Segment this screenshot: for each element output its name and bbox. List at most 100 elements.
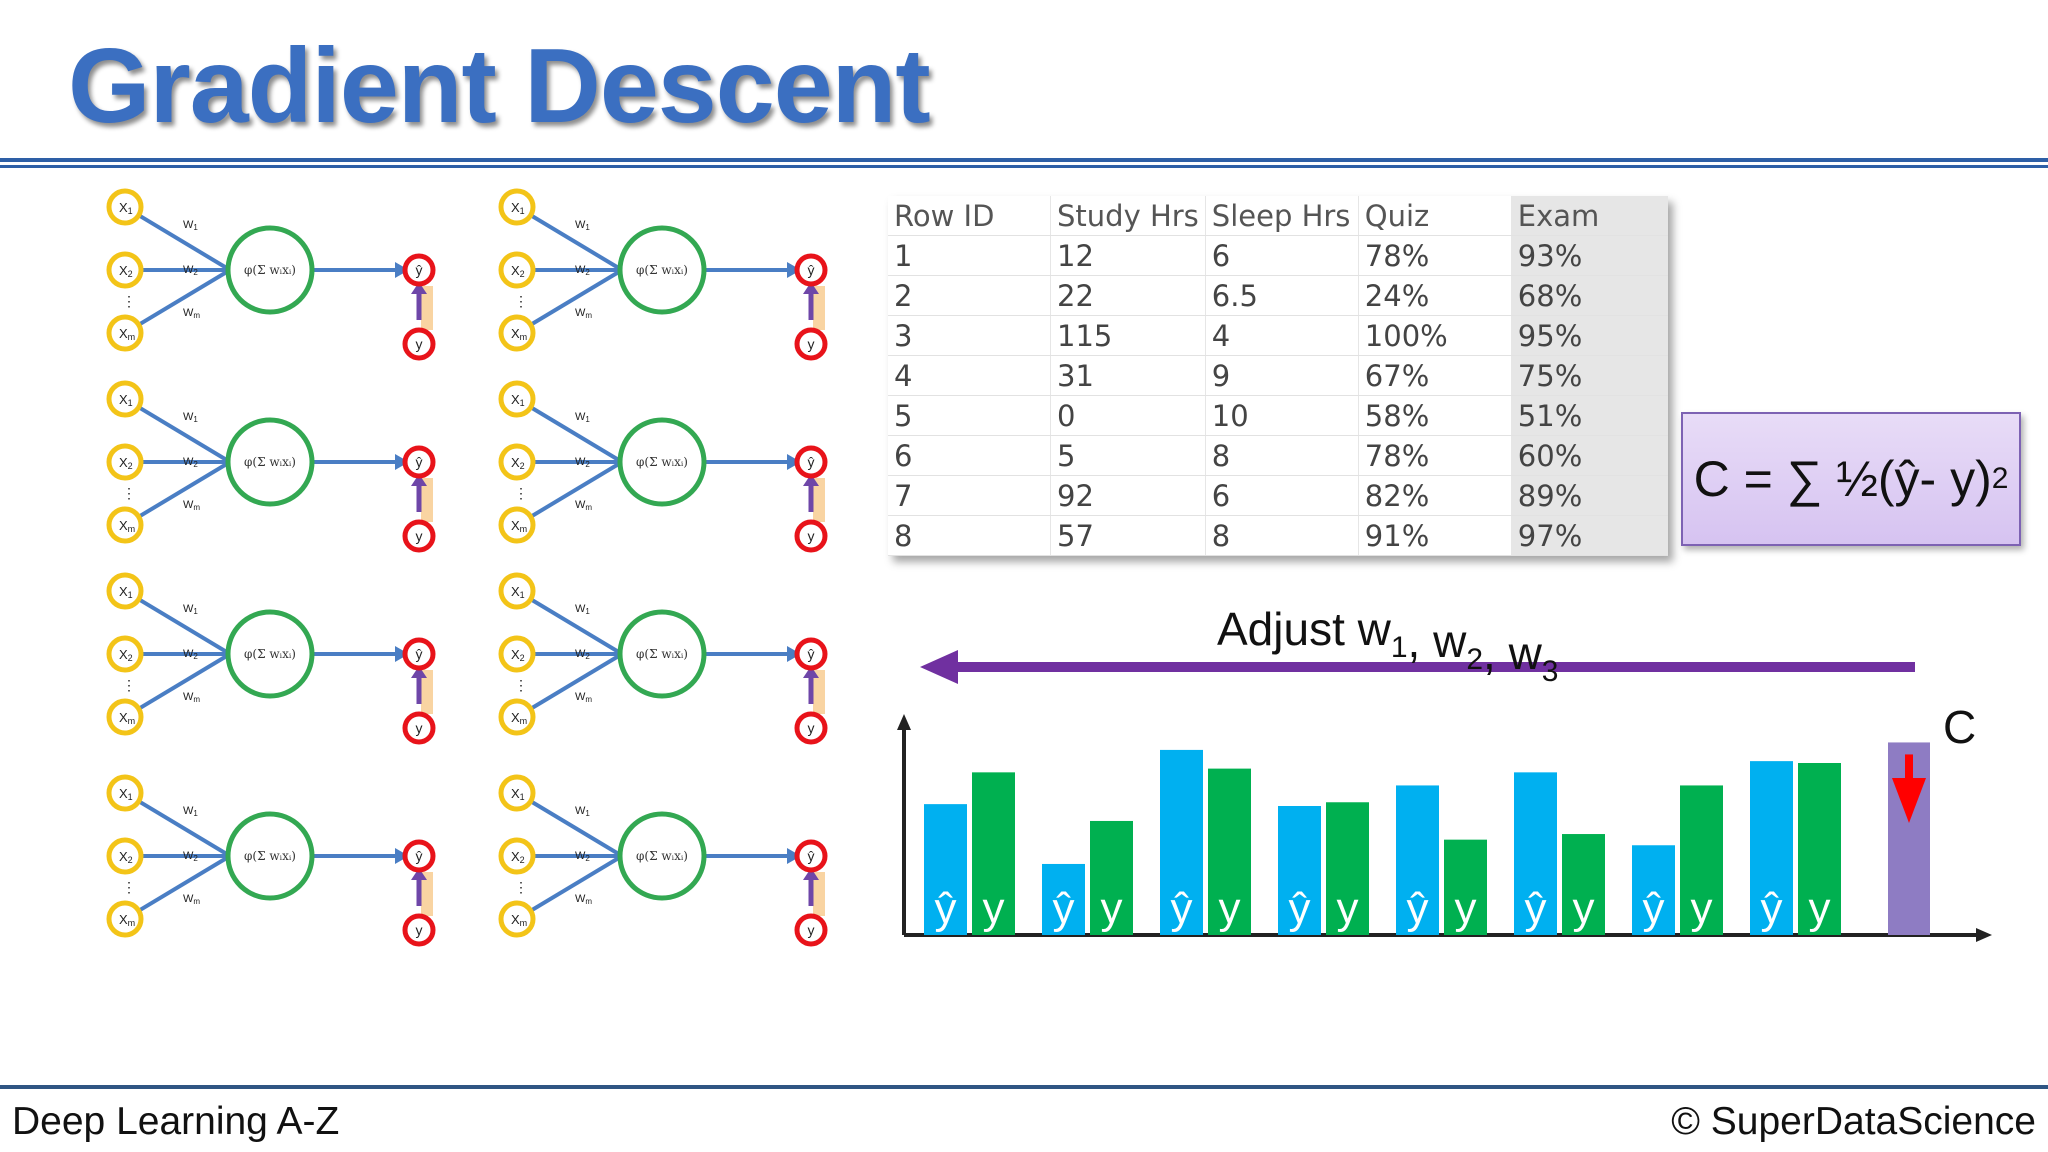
neuron-formula: φ(Σ wᵢxᵢ)	[244, 849, 296, 863]
error-glow	[421, 286, 433, 330]
weight-label: W2	[575, 456, 590, 469]
input-node	[498, 572, 536, 610]
weight-label: W2	[575, 264, 590, 277]
compare-arrowhead	[803, 666, 819, 678]
table-row: 6 5 8 78% 60%	[888, 435, 1669, 476]
output-arrowhead	[787, 262, 801, 278]
page-title: Gradient Descent	[68, 27, 931, 145]
input-node	[106, 506, 144, 544]
table-cell: 57	[1050, 515, 1206, 556]
actual-node	[402, 519, 436, 553]
weight-label: W1	[183, 411, 198, 424]
neuron-formula: φ(Σ wᵢxᵢ)	[244, 455, 296, 469]
bar-actual	[1444, 839, 1487, 935]
weight-label: W2	[183, 456, 198, 469]
actual-label: y	[416, 922, 423, 938]
table-cell: 91%	[1358, 515, 1512, 556]
formula-exponent: 2	[1991, 462, 2009, 495]
bar-prediction	[1278, 806, 1321, 935]
table-cell: 6.5	[1205, 275, 1359, 316]
table-cell: 6	[1205, 475, 1359, 516]
actual-label: y	[808, 922, 815, 938]
ellipsis-dots: ⋮	[122, 293, 136, 309]
output-label: ŷ	[416, 848, 423, 864]
actual-node	[794, 327, 828, 361]
table-cell: 1	[888, 235, 1051, 276]
header-quiz: Quiz	[1358, 196, 1512, 236]
compare-arrowhead	[803, 868, 819, 880]
cost-formula: C = ∑ ½(ŷ- y) 2	[1681, 412, 2021, 546]
weight-label: Wm	[575, 691, 592, 704]
neuron-formula: φ(Σ wᵢxᵢ)	[636, 647, 688, 661]
input-node	[106, 188, 144, 226]
bar-label-prediction: ŷ	[1407, 884, 1429, 933]
input-node	[498, 774, 536, 812]
error-glow	[813, 286, 825, 330]
output-node	[794, 637, 828, 671]
bar-actual	[1326, 802, 1369, 935]
footer-course: Deep Learning A-Z	[12, 1100, 340, 1143]
connection-line	[123, 205, 232, 272]
bar-actual	[972, 772, 1015, 935]
weight-label: W1	[575, 805, 590, 818]
input-node	[498, 314, 536, 352]
weight-label: W2	[575, 648, 590, 661]
table-cell: 0	[1050, 395, 1206, 436]
table-cell: 78%	[1358, 435, 1512, 476]
connection-line	[123, 397, 232, 464]
table-cell: 67%	[1358, 355, 1512, 396]
adjust-weights-label: Adjust w1, w2, w3	[1217, 603, 1558, 688]
output-arrowhead	[787, 848, 801, 864]
output-label: ŷ	[416, 262, 423, 278]
compare-arrowhead	[411, 282, 427, 294]
data-table: Row ID Study Hrs Sleep Hrs Quiz Exam 1 12…	[888, 196, 1669, 556]
weight-label: W2	[183, 264, 198, 277]
neuron-node	[617, 225, 707, 315]
output-arrowhead	[395, 454, 409, 470]
ellipsis-dots: ⋮	[514, 677, 528, 693]
bar-label-prediction: ŷ	[1053, 884, 1075, 933]
output-node	[402, 253, 436, 287]
weight-label: Wm	[575, 307, 592, 320]
bar-actual	[1562, 834, 1605, 935]
bar-label-prediction: ŷ	[1525, 884, 1547, 933]
bar-label-prediction: ŷ	[1761, 884, 1783, 933]
weight-label: Wm	[183, 499, 200, 512]
compare-arrowhead	[803, 282, 819, 294]
cost-down-arrowhead	[1892, 778, 1926, 823]
actual-label: y	[416, 720, 423, 736]
bar-label-actual: y	[1573, 884, 1595, 933]
input-node	[498, 698, 536, 736]
bar-prediction	[1514, 772, 1557, 935]
table-cell: 78%	[1358, 235, 1512, 276]
connection-line	[515, 460, 624, 527]
table-cell: 95%	[1511, 315, 1669, 356]
header-sleep-hrs: Sleep Hrs	[1205, 196, 1359, 236]
table-cell: 92	[1050, 475, 1206, 516]
input-node	[106, 900, 144, 938]
weight-label: W1	[183, 219, 198, 232]
table-cell: 89%	[1511, 475, 1669, 516]
neuron-node	[617, 417, 707, 507]
weight-label: W2	[575, 850, 590, 863]
neuron-node	[225, 609, 315, 699]
data-table-panel: Row ID Study Hrs Sleep Hrs Quiz Exam 1 12…	[888, 196, 1669, 556]
output-node	[794, 839, 828, 873]
x-axis-arrowhead	[1976, 928, 1992, 942]
connection-line	[123, 589, 232, 656]
footer-divider	[0, 1085, 2048, 1089]
weight-label: Wm	[183, 893, 200, 906]
connection-line	[123, 791, 232, 858]
neuron-formula: φ(Σ wᵢxᵢ)	[636, 849, 688, 863]
output-label: ŷ	[416, 454, 423, 470]
cost-label: C	[1943, 701, 1976, 753]
input-node	[498, 506, 536, 544]
neuron-node	[617, 811, 707, 901]
neuron-node	[225, 417, 315, 507]
table-cell: 5	[888, 395, 1051, 436]
